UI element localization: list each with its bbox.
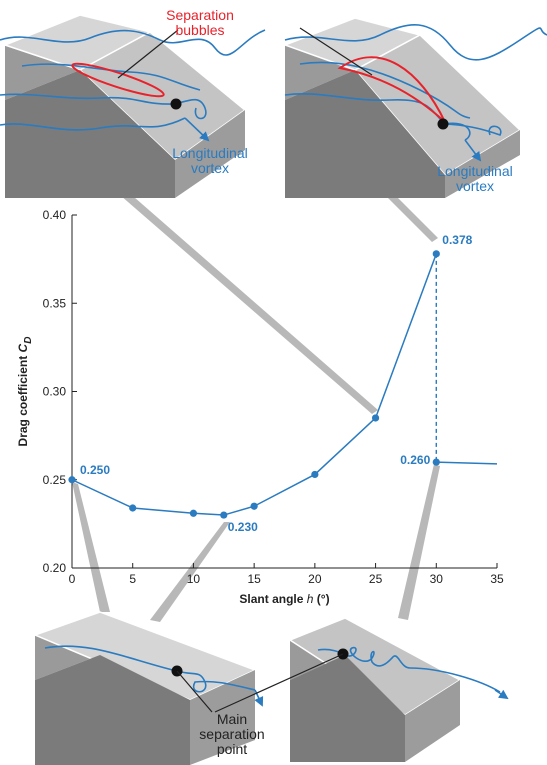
y-tick-label: 0.20	[43, 561, 67, 575]
data-line	[436, 462, 497, 464]
y-tick-label: 0.40	[43, 208, 67, 222]
annotation: Longitudinal	[172, 145, 248, 161]
x-axis-label: Slant angle h (°)	[239, 592, 329, 606]
value-label: 0.378	[442, 233, 472, 247]
x-axis-label-part: Slant angle	[239, 592, 306, 606]
x-tick-label: 15	[247, 572, 261, 586]
x-tick-label: 0	[69, 572, 76, 586]
chart: 0.20 0.25 0.30 0.35 0.40 0 5 10 15 20 25 30 35 Slant …	[0, 0, 547, 765]
y-tick-label: 0.30	[43, 385, 67, 399]
x-tick-label: 35	[490, 572, 504, 586]
data-point	[190, 510, 197, 517]
y-axis-label-part: D	[23, 337, 34, 344]
x-axis-label-part: (°)	[313, 592, 329, 606]
data-point	[372, 414, 379, 421]
annotation: separation	[199, 726, 264, 742]
x-tick-label: 5	[129, 572, 136, 586]
annotation: vortex	[191, 160, 229, 176]
value-label: 0.260	[400, 453, 430, 467]
annotation: point	[217, 741, 247, 757]
data-point	[251, 503, 258, 510]
y-axis-label-part: C	[16, 343, 30, 352]
x-tick-label: 10	[187, 572, 201, 586]
y-axis-label: Drag coefficient CD	[16, 337, 34, 447]
data-point	[311, 471, 318, 478]
data-point	[129, 504, 136, 511]
x-tick-label: 25	[369, 572, 383, 586]
y-axis-label-part: Drag coefficient	[16, 352, 30, 446]
y-tick-label: 0.25	[43, 473, 67, 487]
x-tick-label: 20	[308, 572, 322, 586]
data-point	[433, 250, 440, 257]
value-label: 0.250	[80, 463, 110, 477]
x-tick-label: 30	[430, 572, 444, 586]
annotation: bubbles	[175, 22, 224, 38]
y-tick-label: 0.35	[43, 296, 67, 310]
data-point	[220, 511, 227, 518]
annotation: vortex	[456, 178, 494, 194]
data-line	[72, 254, 436, 515]
annotation: Longitudinal	[437, 163, 513, 179]
data-point	[433, 459, 440, 466]
data-point	[68, 476, 75, 483]
annotation: Separation	[166, 7, 234, 23]
leader-lines	[72, 190, 440, 622]
annotation: Main	[217, 711, 247, 727]
value-label: 0.230	[228, 520, 258, 534]
